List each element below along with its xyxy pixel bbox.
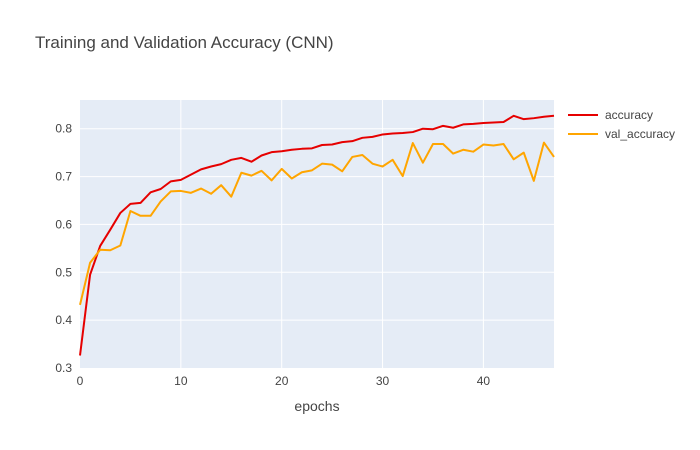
y-tick-label: 0.3 [55,361,72,375]
x-tick-label: 30 [376,374,390,388]
x-axis-title: epochs [294,398,339,414]
y-tick-label: 0.5 [55,265,72,279]
y-tick-label: 0.4 [55,313,72,327]
y-tick-label: 0.8 [55,122,72,136]
x-tick-label: 0 [77,374,84,388]
series-lines [79,114,555,356]
x-tick-label: 20 [275,374,289,388]
series-line-accuracy [79,114,555,356]
legend-label-val-accuracy[interactable]: val_accuracy [605,127,675,141]
tick-labels: 0.3 0.4 0.5 0.6 0.7 0.8 0 10 20 30 40 [55,122,490,388]
y-tick-label: 0.7 [55,170,72,184]
x-tick-label: 10 [174,374,188,388]
legend[interactable]: accuracy val_accuracy [568,108,675,141]
x-tick-label: 40 [477,374,491,388]
legend-label-accuracy[interactable]: accuracy [605,108,653,122]
chart-title: Training and Validation Accuracy (CNN) [35,33,334,52]
series-line-val-accuracy [79,141,555,306]
plot-area [80,100,554,368]
y-tick-label: 0.6 [55,217,72,231]
